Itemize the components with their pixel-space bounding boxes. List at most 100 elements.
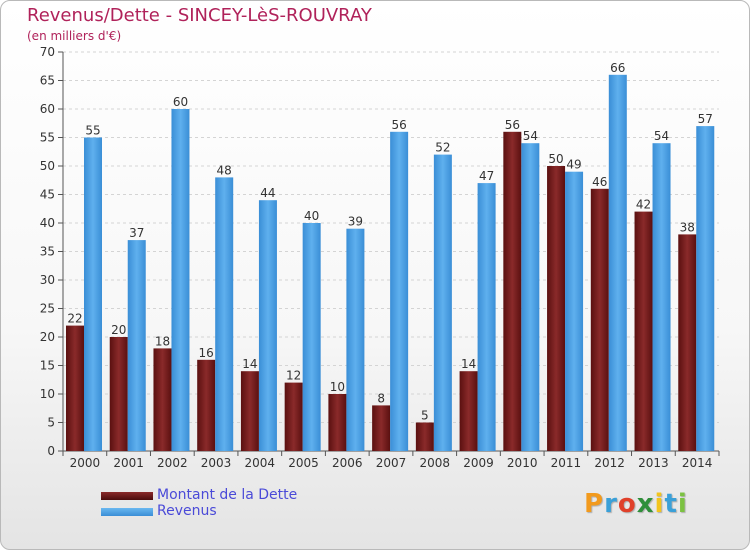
bar-revenus [433,154,452,451]
y-tick-label: 55 [40,131,55,145]
chart-subtitle: (en milliers d'€) [27,29,122,43]
x-tick-label: 2009 [463,456,494,470]
y-tick-label: 10 [40,387,55,401]
value-label-dette: 20 [111,323,126,337]
value-label-dette: 5 [421,409,429,423]
value-label-revenus: 48 [217,163,232,177]
value-label-dette: 14 [242,357,257,371]
bar-dette [503,131,522,452]
value-label-revenus: 54 [654,129,669,143]
proxiti-logo: Proxiti [584,489,688,519]
value-label-dette: 38 [680,220,695,234]
legend-swatch-revenus [101,508,153,516]
y-tick-label: 5 [47,416,55,430]
legend-swatch-dette [101,492,153,500]
logo-letter: t [664,489,678,519]
value-label-dette: 18 [155,334,170,348]
logo-letter: i [654,489,665,519]
value-label-revenus: 49 [566,158,581,172]
bar-dette [678,234,697,451]
logo-letter: o [617,489,637,519]
logo-letter: i [677,489,688,519]
x-tick-label: 2004 [245,456,276,470]
value-label-revenus: 44 [260,186,275,200]
bar-dette [284,382,303,451]
bar-dette [372,405,391,451]
bar-revenus [84,137,102,451]
bar-revenus [608,74,627,452]
bar-revenus [302,223,321,451]
y-tick-label: 45 [40,188,55,202]
bar-dette [153,348,172,451]
x-tick-label: 2006 [332,456,363,470]
value-label-revenus: 52 [435,141,450,155]
value-label-revenus: 54 [523,129,538,143]
bar-revenus [696,126,715,451]
value-label-dette: 42 [636,198,651,212]
bar-revenus [127,240,146,451]
bar-revenus [565,171,584,451]
y-tick-label: 60 [40,102,55,116]
bar-revenus [171,109,190,451]
bar-revenus [215,177,234,451]
legend-label-dette: Montant de la Dette [157,487,298,503]
y-tick-label: 50 [40,159,55,173]
x-tick-label: 2005 [288,456,319,470]
value-label-dette: 50 [548,152,563,166]
x-tick-label: 2000 [70,456,101,470]
legend-label-revenus: Revenus [157,503,217,519]
value-label-dette: 56 [505,118,520,132]
value-label-revenus: 66 [610,61,625,75]
value-label-revenus: 40 [304,209,319,223]
x-tick-label: 2013 [638,456,669,470]
bar-revenus [346,228,365,451]
x-tick-label: 2003 [201,456,232,470]
x-tick-label: 2001 [113,456,144,470]
x-tick-label: 2002 [157,456,188,470]
y-tick-label: 65 [40,74,55,88]
value-label-dette: 10 [330,380,345,394]
bar-revenus [477,183,496,451]
value-label-dette: 46 [592,175,607,189]
x-tick-label: 2008 [419,456,450,470]
bar-dette [415,422,434,451]
y-tick-label: 25 [40,302,55,316]
bar-dette [590,188,609,452]
logo-letter: P [584,489,605,519]
value-label-revenus: 57 [698,112,713,126]
value-label-revenus: 37 [129,226,144,240]
bar-revenus [652,143,671,451]
value-label-dette: 8 [377,391,385,405]
value-label-revenus: 39 [348,215,363,229]
chart-title: Revenus/Dette - SINCEY-LèS-ROUVRAY [27,5,372,26]
bar-dette [197,359,216,451]
value-label-revenus: 55 [85,124,100,138]
x-tick-label: 2007 [376,456,407,470]
bar-revenus [258,200,277,451]
bar-revenus [521,143,540,451]
value-label-dette: 12 [286,369,301,383]
logo-letter: x [636,489,655,519]
y-tick-label: 40 [40,216,55,230]
bar-dette [66,325,84,451]
x-tick-label: 2011 [551,456,582,470]
x-tick-label: 2014 [682,456,713,470]
bar-dette [240,371,259,451]
y-tick-label: 0 [47,444,55,458]
value-label-revenus: 56 [391,118,406,132]
y-tick-label: 20 [40,330,55,344]
bar-dette [328,394,347,451]
y-tick-label: 35 [40,245,55,259]
bar-dette [109,337,128,451]
bar-dette [547,166,566,451]
x-tick-label: 2010 [507,456,538,470]
y-tick-label: 70 [40,45,55,59]
value-label-dette: 22 [67,312,82,326]
bar-dette [459,371,478,451]
value-label-dette: 16 [199,346,214,360]
value-label-dette: 14 [461,357,476,371]
bar-dette [634,211,653,451]
y-tick-label: 30 [40,273,55,287]
